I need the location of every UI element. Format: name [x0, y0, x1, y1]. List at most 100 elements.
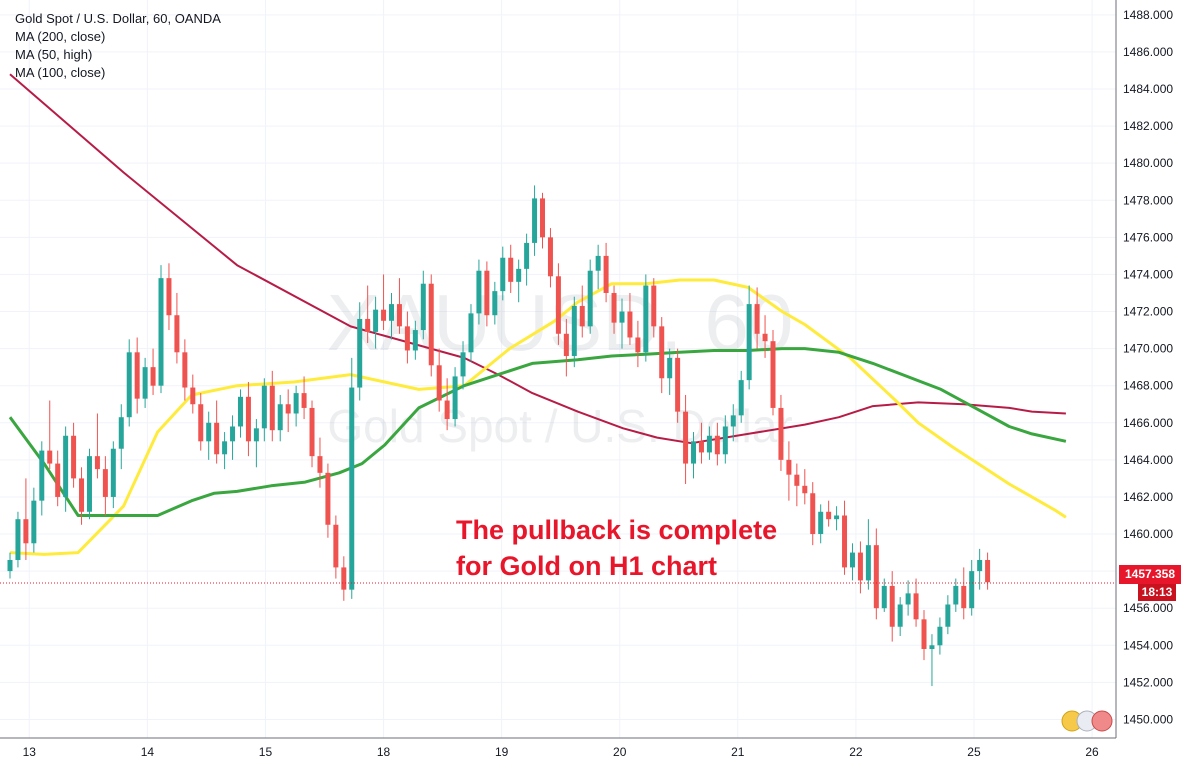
candle[interactable]: [94, 413, 100, 479]
candle[interactable]: [611, 285, 617, 334]
candle[interactable]: [547, 228, 553, 288]
legend-ma-50[interactable]: MA (50, high): [15, 47, 93, 62]
candle[interactable]: [412, 320, 418, 360]
candle[interactable]: [7, 552, 13, 579]
candle[interactable]: [683, 394, 689, 484]
candle[interactable]: [571, 296, 577, 368]
candle[interactable]: [985, 552, 991, 590]
candle[interactable]: [222, 432, 228, 470]
candle[interactable]: [659, 317, 665, 394]
candle[interactable]: [587, 259, 593, 334]
candle[interactable]: [532, 185, 538, 256]
candle[interactable]: [341, 556, 347, 601]
candle[interactable]: [373, 296, 379, 349]
candle[interactable]: [834, 506, 840, 531]
candle[interactable]: [142, 357, 148, 408]
candle[interactable]: [921, 610, 927, 661]
candle[interactable]: [245, 381, 251, 457]
candle[interactable]: [166, 263, 172, 331]
candle[interactable]: [349, 357, 355, 599]
legend-symbol[interactable]: Gold Spot / U.S. Dollar, 60, OANDA: [15, 11, 221, 26]
candle[interactable]: [738, 370, 744, 423]
candle[interactable]: [889, 571, 895, 642]
candle[interactable]: [818, 504, 824, 544]
candle[interactable]: [802, 469, 808, 505]
legend-ma-100[interactable]: MA (100, close): [15, 65, 106, 80]
candle[interactable]: [158, 265, 164, 394]
candle[interactable]: [786, 441, 792, 501]
candle[interactable]: [540, 192, 546, 249]
candle[interactable]: [746, 285, 752, 390]
candle[interactable]: [865, 519, 871, 590]
candle[interactable]: [269, 370, 275, 442]
candle[interactable]: [643, 274, 649, 362]
candle[interactable]: [881, 578, 887, 612]
candle[interactable]: [905, 580, 911, 616]
candle[interactable]: [214, 400, 220, 464]
candle[interactable]: [444, 378, 450, 431]
candle[interactable]: [778, 394, 784, 471]
candle[interactable]: [500, 246, 506, 301]
candle[interactable]: [977, 548, 983, 590]
candle[interactable]: [23, 478, 29, 560]
candle[interactable]: [47, 400, 53, 470]
candle[interactable]: [277, 394, 283, 442]
candle[interactable]: [508, 244, 514, 293]
candle[interactable]: [897, 597, 903, 637]
candle[interactable]: [63, 426, 69, 512]
candle[interactable]: [230, 415, 236, 460]
candle[interactable]: [937, 617, 943, 655]
candle[interactable]: [706, 426, 712, 460]
candle[interactable]: [810, 482, 816, 546]
candle[interactable]: [365, 285, 371, 344]
candle[interactable]: [698, 422, 704, 464]
candle[interactable]: [55, 450, 61, 507]
candle[interactable]: [516, 259, 522, 303]
candle[interactable]: [857, 541, 863, 594]
candle[interactable]: [579, 285, 585, 338]
candle[interactable]: [31, 487, 37, 553]
candle[interactable]: [150, 348, 156, 395]
candle[interactable]: [468, 304, 474, 362]
candle[interactable]: [285, 389, 291, 433]
candle[interactable]: [428, 274, 434, 377]
candle[interactable]: [253, 419, 259, 468]
candle[interactable]: [651, 278, 657, 338]
candle[interactable]: [118, 404, 124, 470]
candle[interactable]: [563, 318, 569, 377]
candle[interactable]: [842, 500, 848, 575]
candle[interactable]: [86, 448, 92, 520]
candle[interactable]: [667, 348, 673, 395]
candle[interactable]: [134, 337, 140, 414]
candle[interactable]: [754, 287, 760, 349]
price-axis[interactable]: 1450.0001452.0001454.0001456.0001458.000…: [1115, 0, 1173, 738]
candle[interactable]: [39, 441, 45, 516]
candle[interactable]: [293, 385, 299, 427]
candle[interactable]: [460, 341, 466, 390]
candle[interactable]: [873, 528, 879, 620]
candle[interactable]: [420, 270, 426, 340]
candle[interactable]: [381, 274, 387, 331]
candle[interactable]: [301, 376, 307, 420]
candle[interactable]: [770, 330, 776, 416]
candle[interactable]: [524, 233, 530, 286]
economic-events-icon[interactable]: [1060, 708, 1114, 734]
candle[interactable]: [627, 292, 633, 345]
time-axis[interactable]: 13 14 15 18 19 20 21 22 25 26: [0, 737, 1116, 759]
candle[interactable]: [675, 348, 681, 423]
candle[interactable]: [79, 467, 85, 525]
candle[interactable]: [826, 500, 832, 527]
candle[interactable]: [317, 437, 323, 488]
ma-100-line[interactable]: [8, 347, 1067, 517]
candle[interactable]: [722, 415, 728, 464]
candle[interactable]: [436, 348, 442, 412]
candle[interactable]: [15, 511, 21, 568]
candle[interactable]: [182, 339, 188, 401]
candle[interactable]: [102, 456, 108, 516]
candle[interactable]: [953, 578, 959, 612]
candle[interactable]: [595, 244, 601, 290]
candle[interactable]: [969, 559, 975, 616]
candle[interactable]: [714, 422, 720, 466]
candle[interactable]: [357, 302, 363, 401]
candle[interactable]: [603, 242, 609, 303]
